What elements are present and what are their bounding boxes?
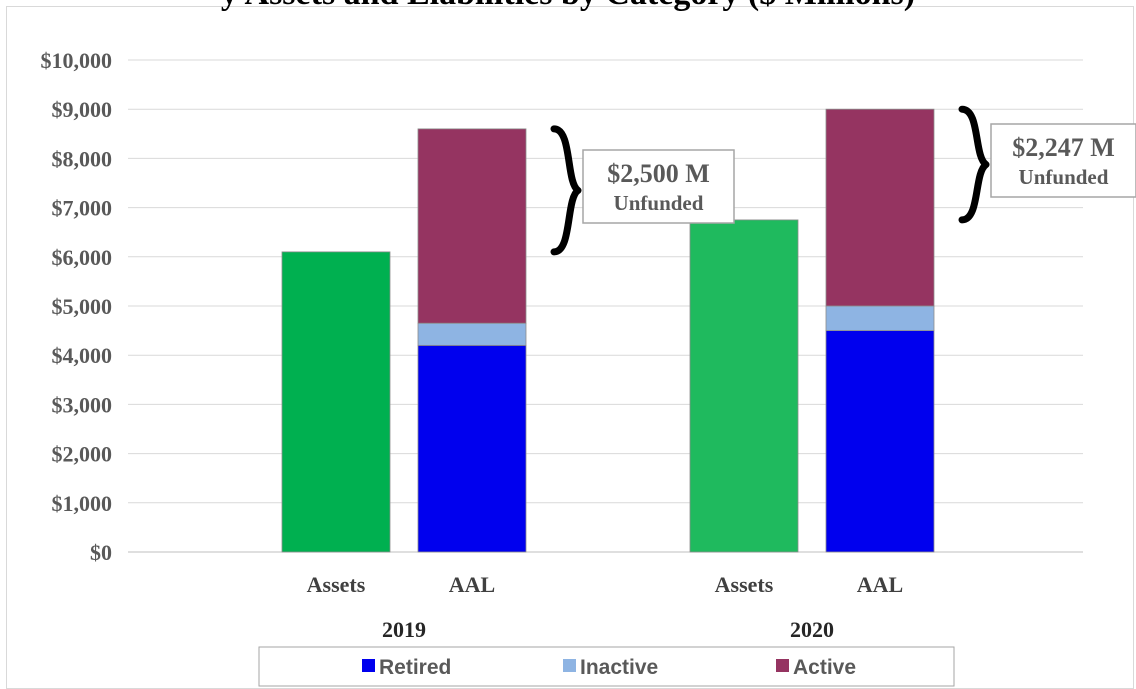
legend-label-retired: Retired [379,656,451,679]
category-label: AAL [449,572,495,597]
y-tick-label: $7,000 [52,196,113,221]
unfunded-brace [550,125,582,256]
y-tick-label: $9,000 [52,97,113,122]
y-tick-label: $2,000 [52,442,113,467]
category-label: Assets [715,572,774,597]
bar-retired-2020 [825,330,935,553]
group-label: 2019 [382,617,426,642]
y-tick-label: $8,000 [52,146,113,171]
y-tick-label: $10,000 [41,48,113,73]
bar-assets-2020 [689,219,799,553]
unfunded-callout-box [582,149,735,224]
bar-inactive-2019 [417,322,527,346]
legend-label-inactive: Inactive [580,656,658,679]
y-tick-label: $3,000 [52,392,113,417]
y-tick-label: $1,000 [52,491,113,516]
y-tick-label: $4,000 [52,343,113,368]
legend-label-active: Active [793,656,856,679]
chart-title: y Assets and Liabilities by Category ($ … [221,0,915,12]
unfunded-label: Unfunded [1019,165,1109,189]
unfunded-amount: $2,500 M [607,159,710,188]
unfunded-callout-box [990,123,1136,198]
y-tick-label: $5,000 [52,294,113,319]
unfunded-amount: $2,247 M [1012,133,1115,162]
bar-inactive-2020 [825,305,935,332]
unfunded-label: Unfunded [614,191,704,215]
legend-swatch-active [776,659,789,672]
y-tick-label: $6,000 [52,245,113,270]
unfunded-brace [958,105,990,224]
bar-active-2019 [417,128,527,324]
bar-retired-2019 [417,344,527,553]
bar-assets-2019 [281,251,391,553]
category-label: AAL [857,572,903,597]
category-label: Assets [307,572,366,597]
bar-active-2020 [825,108,935,307]
y-tick-label: $0 [90,540,112,565]
legend-swatch-retired [362,659,375,672]
group-label: 2020 [790,617,834,642]
legend-swatch-inactive [563,659,576,672]
